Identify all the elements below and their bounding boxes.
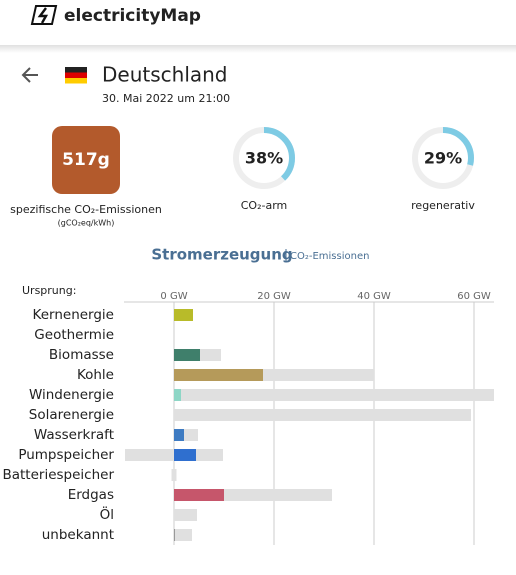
x-tick-label: 60 GW bbox=[457, 291, 491, 302]
category-label: Kernenergie bbox=[33, 307, 114, 323]
x-tick-label: 0 GW bbox=[160, 291, 187, 302]
gauge-caption: CO₂-arm bbox=[241, 199, 288, 212]
intensity-value: 517g bbox=[62, 150, 110, 170]
production-bar bbox=[174, 309, 193, 321]
capacity-bar bbox=[174, 529, 192, 541]
production-bar bbox=[174, 489, 224, 501]
logo-icon bbox=[30, 5, 58, 25]
capacity-bar bbox=[174, 409, 471, 421]
category-label: unbekannt bbox=[42, 527, 114, 543]
back-button[interactable] bbox=[21, 67, 38, 83]
category-label: Batteriespeicher bbox=[2, 467, 114, 483]
capacity-bar bbox=[171, 469, 177, 481]
axis-title: Ursprung: bbox=[22, 284, 76, 297]
tab-production[interactable]: Stromerzeugung bbox=[151, 246, 292, 264]
category-label: Erdgas bbox=[68, 487, 114, 503]
category-label: Wasserkraft bbox=[34, 427, 114, 443]
category-label: Solarenergie bbox=[29, 407, 114, 423]
flag bbox=[65, 67, 87, 84]
production-bar bbox=[174, 429, 184, 441]
x-tick-label: 20 GW bbox=[257, 291, 291, 302]
capacity-bar bbox=[174, 509, 197, 521]
category-label: Geothermie bbox=[34, 327, 114, 343]
category-label: Windenergie bbox=[29, 387, 114, 403]
zone-name: Deutschland bbox=[102, 63, 228, 87]
production-bar bbox=[174, 349, 200, 361]
production-bar bbox=[174, 389, 181, 401]
capacity-bar bbox=[174, 389, 494, 401]
category-label: Biomasse bbox=[49, 347, 114, 363]
category-label: Kohle bbox=[77, 367, 114, 383]
header-shadow bbox=[0, 45, 516, 53]
production-bar bbox=[174, 449, 196, 461]
production-bar bbox=[174, 369, 263, 381]
gauge-value: 29% bbox=[424, 149, 462, 168]
production-bar bbox=[174, 529, 175, 541]
zone-datetime: 30. Mai 2022 um 21:00 bbox=[102, 92, 230, 105]
gauge-caption: regenerativ bbox=[411, 199, 475, 212]
intensity-box bbox=[52, 126, 120, 194]
brand[interactable]: electricityMap bbox=[64, 6, 201, 26]
intensity-unit: (gCO₂eq/kWh) bbox=[58, 219, 115, 228]
gauge-arc bbox=[412, 127, 474, 189]
tab-emissions[interactable]: CO₂-Emissionen bbox=[290, 251, 369, 262]
x-tick-label: 40 GW bbox=[357, 291, 391, 302]
gauge-arc bbox=[233, 127, 295, 189]
intensity-caption: spezifische CO₂-Emissionen bbox=[10, 203, 162, 216]
category-label: Pumpspeicher bbox=[18, 447, 114, 463]
gauge-value: 38% bbox=[245, 149, 283, 168]
category-label: Öl bbox=[100, 505, 114, 523]
